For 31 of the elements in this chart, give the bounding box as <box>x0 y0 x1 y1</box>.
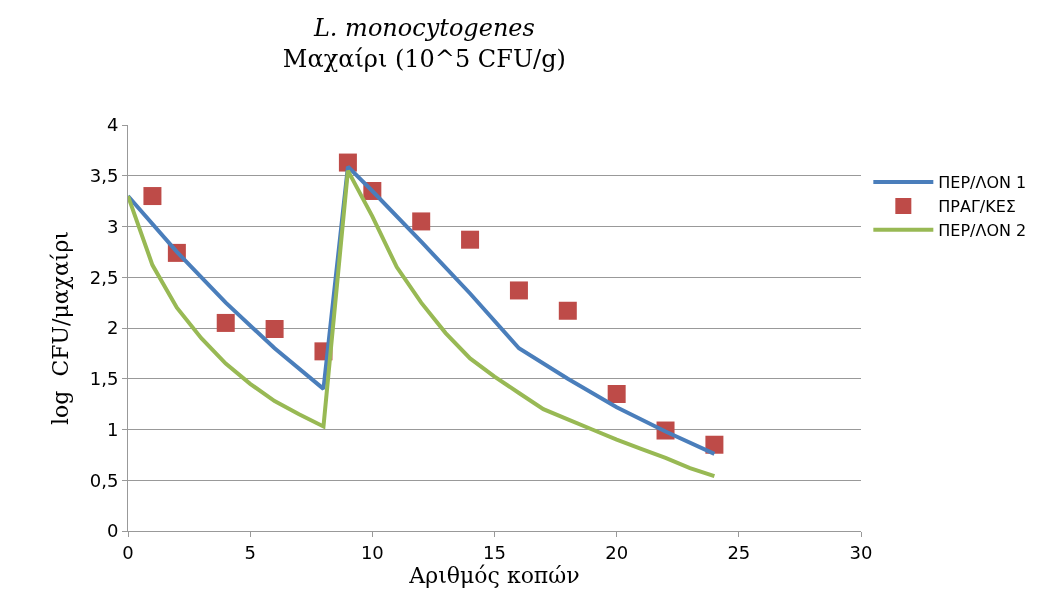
legend-label: ΠΕΡ/ΛΟΝ 1 <box>938 173 1027 193</box>
point <box>509 281 528 300</box>
chart-title: L. monocytogenes <box>312 14 535 43</box>
y-tick-label: 1 <box>106 418 119 440</box>
x-axis-title: Αριθμός κοπών <box>408 562 580 588</box>
point <box>412 212 431 231</box>
y-tick-label: 0,5 <box>89 469 119 491</box>
point <box>265 320 284 339</box>
y-tick-label: 3 <box>106 215 119 237</box>
x-tick-label: 5 <box>244 541 256 563</box>
point <box>216 313 235 332</box>
point <box>143 187 162 206</box>
y-tick-label: 4 <box>106 114 119 136</box>
x-tick-label: 25 <box>727 541 751 563</box>
x-tick-label: 30 <box>849 541 873 563</box>
point <box>607 384 626 403</box>
y-tick-label: 2 <box>106 317 119 339</box>
point <box>461 230 480 249</box>
x-tick-label: 10 <box>360 541 384 563</box>
point <box>558 301 577 320</box>
y-tick-label: 2,5 <box>89 266 119 288</box>
x-tick-label: 15 <box>483 541 506 563</box>
y-tick-label: 3,5 <box>89 165 119 187</box>
x-tick-label: 0 <box>122 541 134 563</box>
y-tick-label: 0 <box>106 520 119 542</box>
y-axis-title: log CFU/μαχαίρι <box>47 231 73 425</box>
legend-label: ΠΡΑΓ/ΚΕΣ <box>938 197 1016 217</box>
chart-subtitle: Μαχαίρι (10^5 CFU/g) <box>282 45 566 74</box>
x-tick-label: 20 <box>605 541 629 563</box>
y-tick-label: 1,5 <box>89 368 119 390</box>
legend-label: ΠΕΡ/ΛΟΝ 2 <box>938 220 1027 240</box>
